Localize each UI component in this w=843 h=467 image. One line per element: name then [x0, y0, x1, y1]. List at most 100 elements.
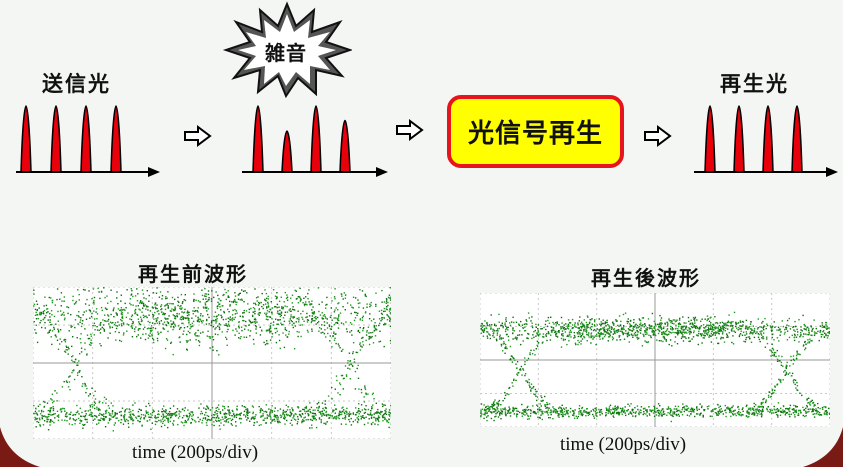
trace-point	[324, 315, 326, 318]
trace-point	[217, 301, 219, 304]
trace-point	[641, 317, 644, 319]
trace-point	[664, 322, 666, 324]
trace-point	[188, 318, 190, 320]
trace-point	[161, 411, 163, 413]
trace-point	[732, 405, 734, 407]
trace-point	[788, 408, 790, 410]
trace-point	[35, 318, 38, 320]
trace-point	[742, 321, 745, 323]
trace-point	[681, 328, 683, 331]
trace-point	[634, 324, 636, 326]
trace-point	[48, 330, 50, 332]
trace-point	[236, 409, 238, 411]
trace-point	[373, 398, 375, 400]
trace-point	[689, 410, 692, 412]
trace-point	[103, 417, 105, 420]
trace-point	[388, 418, 390, 421]
trace-point	[728, 314, 730, 316]
trace-point	[580, 329, 582, 331]
trace-point	[711, 326, 714, 328]
trace-point	[353, 319, 356, 322]
trace-point	[213, 424, 215, 427]
trace-point	[541, 328, 543, 330]
trace-point	[486, 419, 488, 422]
trace-point	[611, 327, 613, 329]
trace-point	[659, 410, 661, 412]
trace-point	[537, 408, 539, 411]
trace-point	[814, 413, 816, 415]
trace-point	[659, 326, 661, 328]
trace-point	[327, 395, 330, 397]
trace-point	[657, 332, 660, 335]
trace-point	[821, 406, 824, 409]
trace-point	[104, 314, 106, 316]
trace-point	[80, 342, 82, 344]
trace-point	[54, 334, 57, 336]
trace-point	[642, 317, 645, 319]
trace-point	[274, 407, 276, 409]
trace-point	[322, 407, 324, 410]
trace-point	[50, 398, 52, 400]
trace-point	[310, 418, 312, 421]
trace-point	[365, 393, 367, 395]
trace-point	[371, 406, 373, 408]
trace-point	[567, 323, 570, 326]
trace-point	[156, 287, 158, 289]
trace-point	[494, 330, 496, 332]
trace-point	[682, 329, 685, 331]
trace-point	[373, 325, 376, 327]
trace-point	[66, 349, 69, 351]
trace-point	[255, 319, 257, 321]
trace-point	[789, 404, 792, 407]
trace-point	[130, 418, 132, 421]
trace-point	[379, 330, 381, 332]
trace-point	[197, 300, 200, 302]
trace-point	[280, 314, 283, 316]
trace-point	[790, 355, 792, 358]
trace-point	[337, 302, 339, 305]
trace-point	[91, 406, 94, 408]
trace-point	[78, 370, 80, 373]
trace-point	[242, 312, 244, 314]
trace-point	[794, 414, 796, 416]
trace-point	[480, 403, 483, 405]
trace-point	[504, 394, 507, 397]
trace-point	[678, 322, 681, 324]
trace-point	[685, 322, 687, 324]
trace-point	[772, 349, 775, 351]
eye-diagram-before	[33, 287, 391, 439]
trace-point	[644, 330, 646, 332]
trace-point	[494, 324, 496, 327]
trace-point	[187, 330, 189, 333]
trace-point	[709, 335, 712, 337]
trace-point	[513, 413, 516, 415]
trace-point	[819, 407, 821, 410]
trace-point	[612, 411, 614, 414]
trace-point	[227, 418, 229, 420]
trace-point	[228, 413, 230, 415]
trace-point	[733, 330, 735, 332]
trace-point	[325, 411, 327, 414]
trace-point	[38, 417, 41, 419]
trace-point	[603, 329, 605, 332]
trace-point	[340, 413, 342, 416]
trace-point	[73, 378, 76, 381]
trace-point	[96, 406, 98, 408]
trace-point	[301, 420, 303, 422]
trace-point	[504, 413, 507, 415]
trace-point	[562, 414, 564, 416]
trace-point	[738, 408, 740, 411]
trace-point	[64, 351, 67, 353]
trace-point	[626, 335, 629, 338]
trace-point	[175, 414, 178, 416]
trace-point	[732, 335, 734, 337]
trace-point	[752, 408, 755, 410]
trace-point	[225, 323, 227, 325]
trace-point	[177, 423, 179, 426]
trace-point	[258, 301, 260, 304]
trace-point	[191, 322, 194, 325]
corner-decoration-right	[803, 427, 843, 467]
trace-point	[529, 385, 531, 388]
trace-point	[88, 290, 90, 292]
trace-point	[661, 333, 663, 335]
